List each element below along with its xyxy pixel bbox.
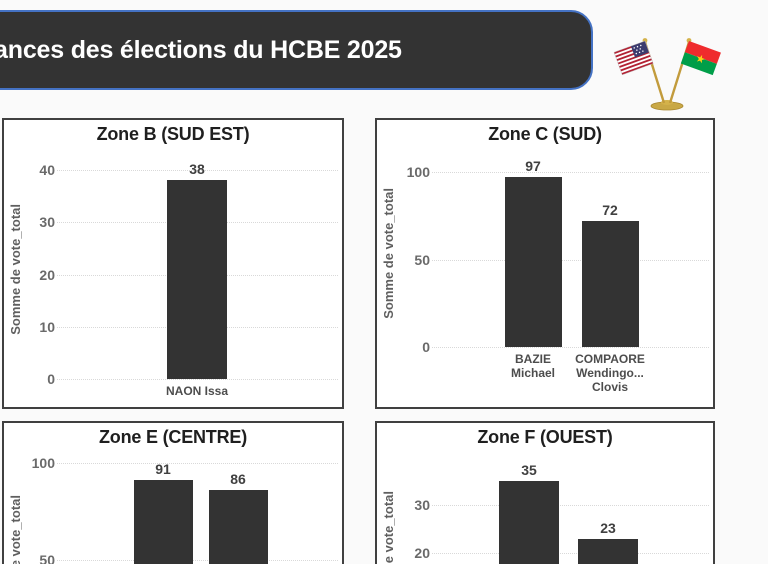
bar[interactable]: [133, 480, 193, 564]
y-tick-label: 100: [406, 164, 430, 180]
y-tick-label: 0: [47, 371, 55, 387]
gridline: [57, 170, 338, 171]
bar-value-label: 86: [230, 471, 246, 488]
gridline: [432, 172, 709, 173]
report-title-banner: Tendances des élections du HCBE 2025: [0, 10, 593, 90]
svg-text:★: ★: [694, 51, 708, 67]
bar[interactable]: [504, 177, 562, 347]
y-tick-label: 20: [414, 545, 430, 561]
bar-value-label: 35: [521, 462, 537, 478]
gridline: [432, 553, 709, 554]
chart-title: Zone B (SUD EST): [96, 124, 250, 144]
category-label: BAZIE Michael: [510, 352, 555, 380]
y-axis-label: Somme de vote_total: [6, 463, 24, 564]
chart-title: Zone F (OUEST): [477, 427, 613, 447]
gridline: [57, 560, 338, 561]
y-tick-label: 10: [39, 318, 55, 335]
y-axis-label-text: Somme de vote_total: [380, 188, 396, 319]
bar-value-label: 72: [602, 202, 618, 218]
chart-panel-zone-f-ouest: Zone F (OUEST) 01020303523Somme de vote_…: [375, 421, 715, 564]
y-tick-label: 50: [39, 552, 55, 564]
y-tick-label: 30: [414, 497, 430, 513]
y-tick-label: 40: [39, 162, 55, 178]
y-axis-label-text: Somme de vote_total: [380, 490, 396, 564]
chart-title: Zone E (CENTRE): [99, 427, 247, 447]
bar-value-label: 23: [600, 519, 616, 536]
report-title: Tendances des élections du HCBE 2025: [0, 35, 402, 64]
bar[interactable]: [581, 221, 639, 347]
bar-value-label: 97: [525, 158, 541, 175]
desk-flags-icon: ★: [613, 38, 721, 111]
y-axis-label: Somme de vote_total: [379, 463, 397, 564]
gridline: [57, 463, 338, 464]
bar[interactable]: [578, 538, 638, 564]
y-axis-label-text: Somme de vote_total: [7, 204, 23, 335]
gridline: [432, 347, 709, 348]
chart-panel-zone-c-sud: Zone C (SUD) 0 50 100 97 BAZIE Michael 72 COMP…: [375, 118, 715, 409]
bar[interactable]: [167, 180, 227, 379]
y-tick-label: 0: [422, 339, 430, 355]
bar[interactable]: [499, 481, 559, 564]
category-label: NAON Issa: [165, 384, 229, 398]
gridline: [432, 505, 709, 506]
flag-stand: [642, 38, 692, 111]
y-axis-label: Somme de vote_total: [6, 160, 24, 379]
usa-flag-icon: [613, 40, 654, 76]
y-tick-label: 30: [39, 214, 55, 231]
chart-panel-zone-b-sud-est: Zone B (SUD EST) 0 10 20 30 40 38 NAON Issa Som…: [2, 118, 344, 409]
category-label: COMPAORE Wendingo... Clovis: [575, 352, 645, 394]
bar-value-label: 38: [189, 161, 205, 178]
gridline: [432, 259, 709, 261]
bar-value-label: 91: [155, 461, 171, 478]
y-tick-label: 50: [414, 251, 430, 268]
chart-title: Zone C (SUD): [488, 124, 602, 144]
y-tick-label: 100: [31, 455, 55, 471]
y-axis-label-text: Somme de vote_total: [7, 494, 23, 564]
y-axis-label: Somme de vote_total: [379, 160, 397, 347]
chart-panel-zone-e-centre: Zone E (CENTRE) 0501009186Somme de vote_…: [2, 421, 344, 564]
burkina-faso-flag-icon: ★: [680, 41, 721, 76]
bar[interactable]: [208, 490, 268, 564]
gridline: [57, 379, 338, 380]
y-tick-label: 20: [39, 266, 55, 283]
